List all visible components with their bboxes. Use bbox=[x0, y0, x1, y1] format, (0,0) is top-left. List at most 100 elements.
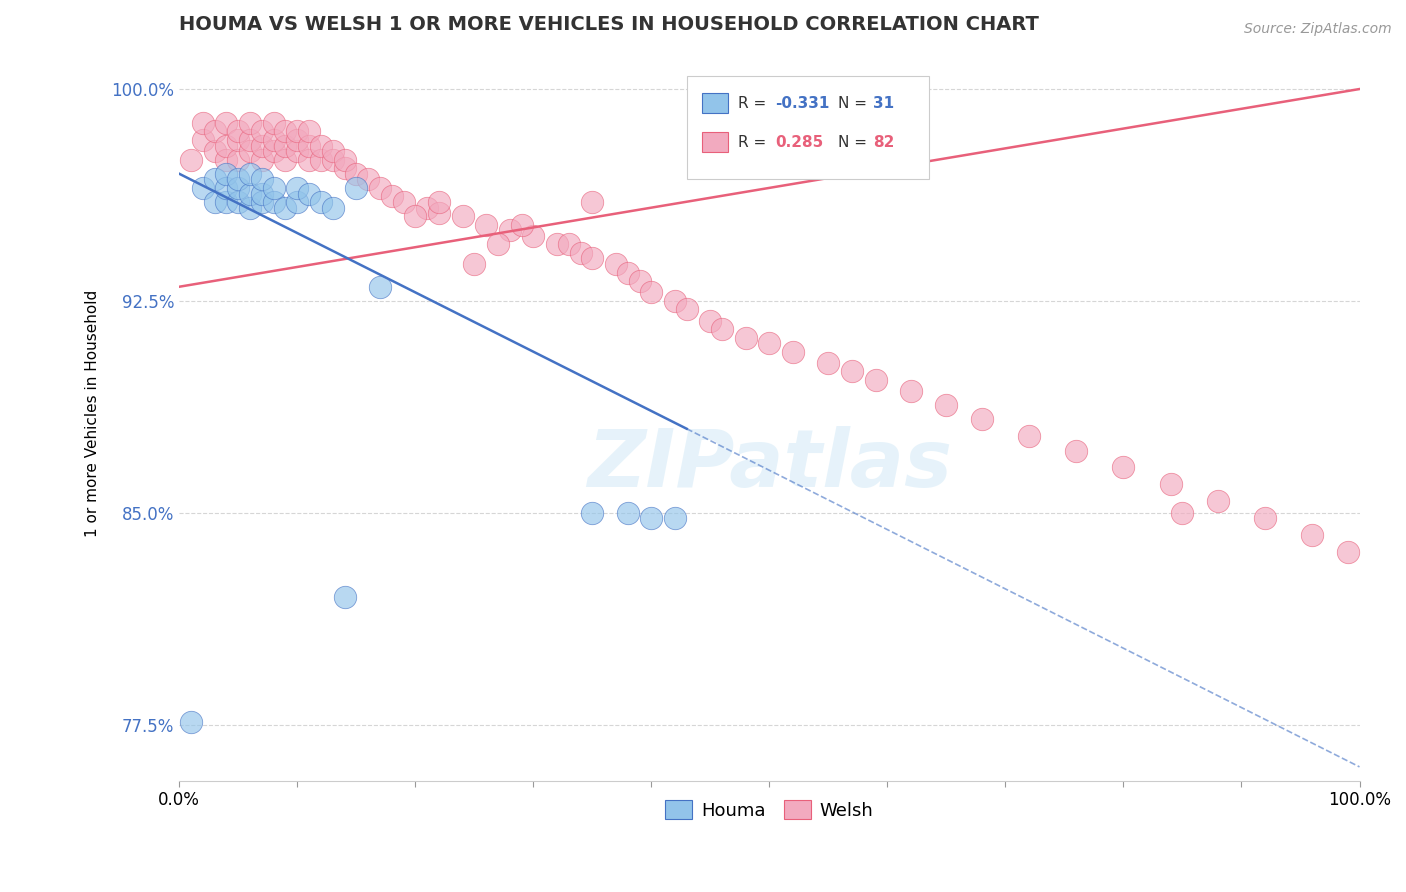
Point bbox=[263, 133, 285, 147]
Point bbox=[664, 293, 686, 308]
Point bbox=[204, 124, 226, 138]
Point bbox=[1206, 494, 1229, 508]
Point bbox=[734, 330, 756, 344]
Point bbox=[285, 124, 308, 138]
Text: R =: R = bbox=[738, 135, 770, 150]
Point bbox=[558, 237, 581, 252]
Legend: Houma, Welsh: Houma, Welsh bbox=[658, 793, 882, 827]
Point bbox=[581, 506, 603, 520]
Point bbox=[427, 206, 450, 220]
Point bbox=[1301, 528, 1323, 542]
Point bbox=[285, 181, 308, 195]
Point bbox=[344, 181, 367, 195]
Point bbox=[322, 144, 344, 158]
FancyBboxPatch shape bbox=[686, 76, 929, 178]
Point bbox=[298, 186, 321, 201]
Point bbox=[204, 172, 226, 186]
Point bbox=[215, 153, 238, 167]
Point bbox=[675, 302, 697, 317]
Point bbox=[616, 266, 638, 280]
Point bbox=[616, 506, 638, 520]
Point bbox=[309, 138, 332, 153]
Text: ZIPatlas: ZIPatlas bbox=[586, 426, 952, 504]
Point bbox=[226, 181, 249, 195]
Point bbox=[274, 153, 297, 167]
Point bbox=[628, 274, 651, 288]
Point bbox=[368, 181, 391, 195]
Point bbox=[239, 144, 262, 158]
Point bbox=[381, 189, 404, 203]
Point bbox=[499, 223, 522, 237]
Point bbox=[427, 194, 450, 209]
Point bbox=[486, 237, 509, 252]
Point bbox=[274, 124, 297, 138]
Point bbox=[522, 228, 544, 243]
Text: R =: R = bbox=[738, 95, 770, 111]
Point bbox=[298, 124, 321, 138]
Bar bbox=[702, 132, 728, 153]
Point bbox=[309, 153, 332, 167]
Text: HOUMA VS WELSH 1 OR MORE VEHICLES IN HOUSEHOLD CORRELATION CHART: HOUMA VS WELSH 1 OR MORE VEHICLES IN HOU… bbox=[180, 15, 1039, 34]
Point bbox=[1018, 429, 1040, 443]
Point bbox=[416, 201, 439, 215]
Point bbox=[226, 194, 249, 209]
Point bbox=[711, 322, 734, 336]
Point bbox=[191, 116, 214, 130]
Point bbox=[215, 181, 238, 195]
Point bbox=[935, 398, 957, 412]
Point bbox=[1337, 545, 1360, 559]
Point bbox=[900, 384, 922, 399]
Point bbox=[865, 373, 887, 387]
Point bbox=[841, 364, 863, 378]
Point bbox=[215, 194, 238, 209]
Point bbox=[605, 257, 627, 271]
Point bbox=[180, 714, 202, 729]
Text: 82: 82 bbox=[873, 135, 894, 150]
Point bbox=[263, 181, 285, 195]
Point bbox=[1254, 511, 1277, 525]
Point bbox=[285, 133, 308, 147]
Point bbox=[640, 511, 662, 525]
Point bbox=[451, 209, 474, 223]
Point bbox=[274, 138, 297, 153]
Point bbox=[239, 186, 262, 201]
Y-axis label: 1 or more Vehicles in Household: 1 or more Vehicles in Household bbox=[86, 290, 100, 538]
Point bbox=[1064, 443, 1087, 458]
Point bbox=[263, 194, 285, 209]
Point bbox=[226, 133, 249, 147]
Point bbox=[250, 186, 273, 201]
Point bbox=[180, 153, 202, 167]
Point bbox=[569, 245, 592, 260]
Point bbox=[1112, 460, 1135, 475]
Point bbox=[250, 124, 273, 138]
Text: 31: 31 bbox=[873, 95, 894, 111]
Point bbox=[664, 511, 686, 525]
Point bbox=[368, 279, 391, 293]
Text: N =: N = bbox=[838, 95, 872, 111]
Text: Source: ZipAtlas.com: Source: ZipAtlas.com bbox=[1244, 22, 1392, 37]
Point bbox=[322, 201, 344, 215]
Point bbox=[782, 344, 804, 359]
Point bbox=[581, 194, 603, 209]
Point bbox=[581, 252, 603, 266]
Point bbox=[250, 194, 273, 209]
Point bbox=[215, 167, 238, 181]
Text: N =: N = bbox=[838, 135, 872, 150]
Point bbox=[298, 153, 321, 167]
Point bbox=[239, 167, 262, 181]
Point bbox=[817, 356, 839, 370]
Point bbox=[333, 161, 356, 175]
Point bbox=[250, 138, 273, 153]
Text: -0.331: -0.331 bbox=[775, 95, 830, 111]
Point bbox=[333, 591, 356, 605]
Point bbox=[226, 153, 249, 167]
Point bbox=[250, 153, 273, 167]
Point bbox=[344, 167, 367, 181]
Point bbox=[1160, 477, 1182, 491]
Point bbox=[215, 138, 238, 153]
Point bbox=[226, 172, 249, 186]
Point bbox=[263, 144, 285, 158]
Point bbox=[274, 201, 297, 215]
Text: 0.285: 0.285 bbox=[775, 135, 824, 150]
Point bbox=[239, 133, 262, 147]
